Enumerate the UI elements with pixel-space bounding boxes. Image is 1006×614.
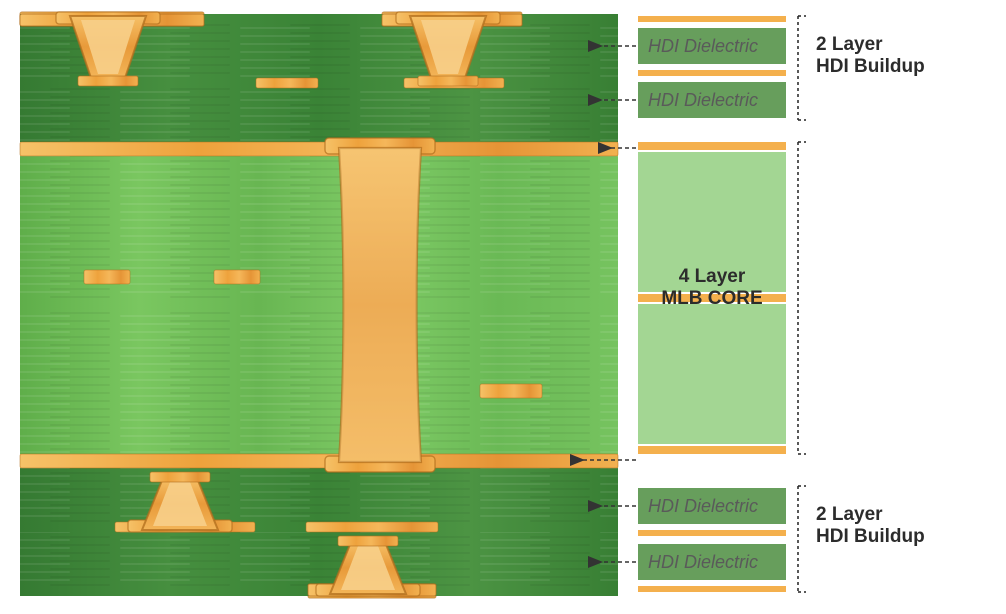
bracket-label: 2 Layer xyxy=(816,504,883,525)
bracket xyxy=(798,486,806,592)
hdi-dielectric-label: HDI Dielectric xyxy=(648,36,758,56)
cross-section xyxy=(20,12,618,598)
diagram-stage: HDI Dielectric HDI Dielectric HDI Dielectr… xyxy=(0,0,1006,614)
diagram-svg: HDI Dielectric HDI Dielectric HDI Dielectr… xyxy=(0,0,1006,614)
bracket xyxy=(798,16,806,120)
bracket xyxy=(798,142,806,454)
bracket-label: 4 Layer xyxy=(679,266,746,287)
bracket-label: HDI Buildup xyxy=(816,526,925,547)
hdi-dielectric-label: HDI Dielectric xyxy=(648,90,758,110)
bracket-label: HDI Buildup xyxy=(816,56,925,77)
hdi-dielectric-label: HDI Dielectric xyxy=(648,552,758,572)
bracket-label: 2 Layer xyxy=(816,34,883,55)
hdi-dielectric-label: HDI Dielectric xyxy=(648,496,758,516)
bracket-label: MLB CORE xyxy=(661,288,762,309)
